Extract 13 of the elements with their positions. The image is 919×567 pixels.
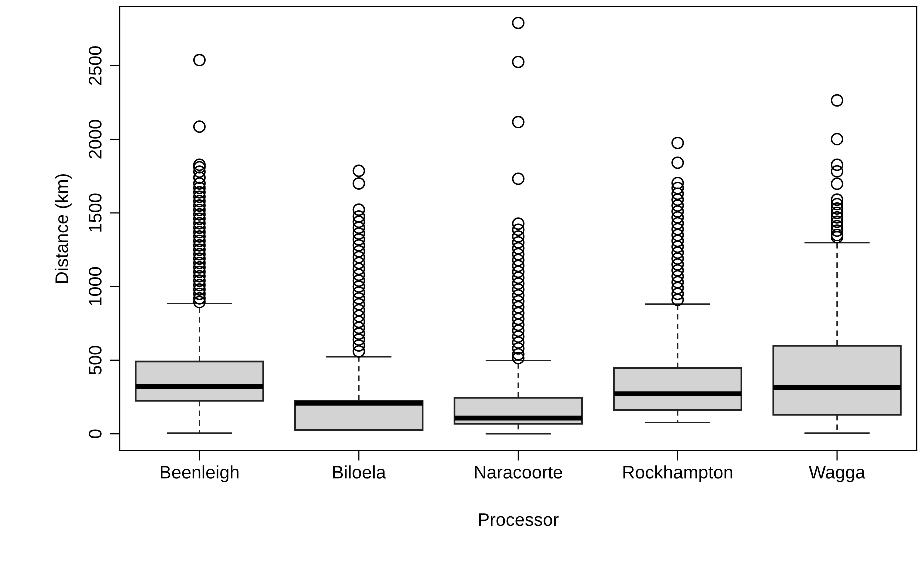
x-tick-label: Wagga bbox=[809, 466, 866, 482]
y-tick-label: 1000 bbox=[89, 267, 102, 306]
y-tick-label: 500 bbox=[89, 346, 102, 375]
x-tick-label: Beenleigh bbox=[161, 466, 239, 482]
x-tick-label: Naracoorte bbox=[475, 466, 562, 479]
y-axis-title: Distance (km) bbox=[55, 174, 72, 284]
y-tick-label: 0 bbox=[89, 430, 102, 438]
x-axis-title: Processor bbox=[479, 514, 559, 526]
x-tick-label: Rockhampton bbox=[624, 466, 732, 482]
y-tick-label: 2500 bbox=[89, 46, 102, 86]
y-tick-label: 2000 bbox=[89, 120, 102, 159]
y-tick-label: 1500 bbox=[89, 194, 102, 232]
x-tick-label: Biloela bbox=[333, 466, 386, 479]
